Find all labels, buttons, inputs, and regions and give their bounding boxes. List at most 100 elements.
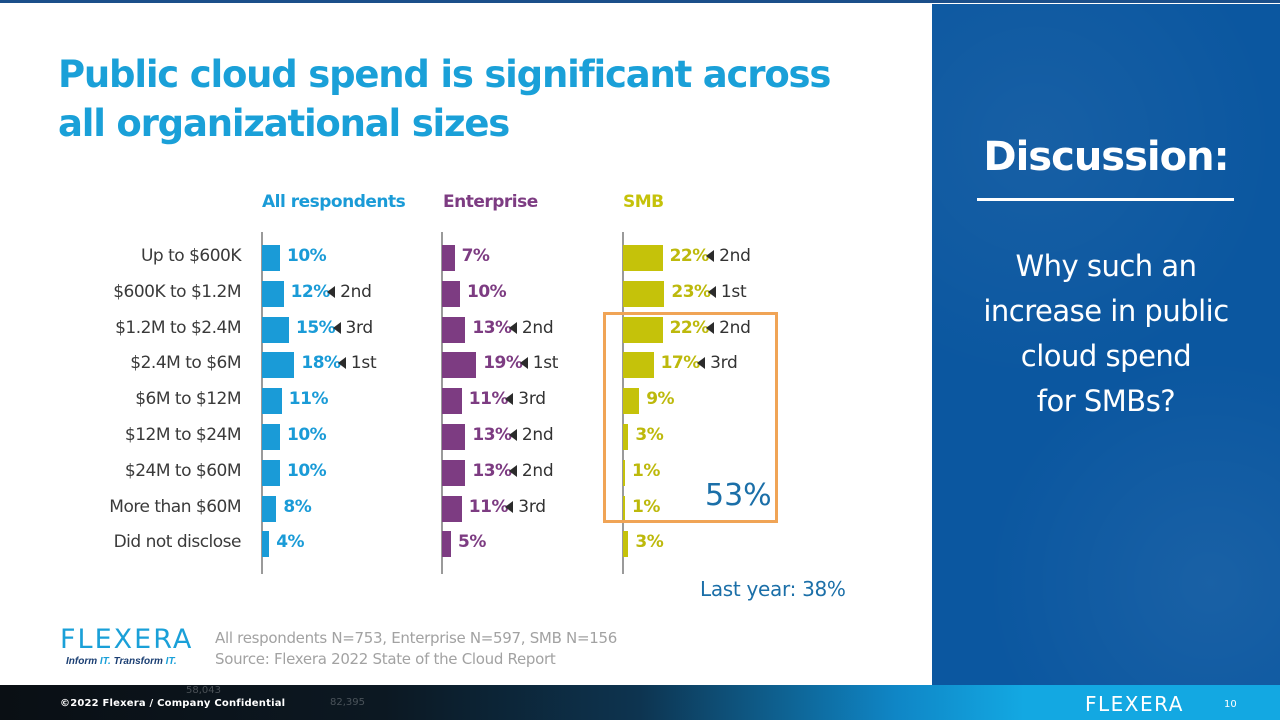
rank-annotation: 3rd	[505, 497, 546, 517]
bar-all-respondents	[262, 459, 280, 486]
slide-title-line-1: Public cloud spend is significant across	[58, 53, 831, 96]
data-label: 13%	[472, 425, 512, 445]
tagline: Inform IT. Transform IT.	[66, 656, 177, 667]
data-label: 22%	[669, 246, 710, 266]
bar-all-respondents	[262, 245, 280, 271]
discussion-line: increase in public	[983, 294, 1229, 328]
rank-label: 1st	[532, 353, 559, 374]
triangle-left-icon	[508, 321, 517, 334]
triangle-left-icon	[505, 393, 514, 406]
bar-enterprise	[442, 495, 462, 522]
data-label: 19%	[483, 353, 523, 374]
rank-label: 1st	[720, 281, 747, 302]
bottom-flexera-logo: FLEXERA	[1085, 692, 1184, 716]
data-label: 22%	[669, 317, 710, 338]
bar-enterprise	[442, 388, 462, 415]
rank-label: 3rd	[710, 353, 738, 374]
axis-line-all-respondents	[261, 232, 263, 574]
triangle-left-icon	[508, 464, 517, 477]
data-label: 3%	[635, 532, 664, 553]
highlight-total: 53%	[705, 478, 772, 513]
bar-enterprise	[442, 424, 466, 450]
category-label: $600K to $1.2M	[113, 281, 241, 302]
bar-all-respondents	[262, 424, 280, 450]
data-label: 3%	[635, 425, 664, 445]
slide-title-line-2: all organizational sizes	[58, 102, 510, 145]
legend-enterprise: Enterprise	[443, 192, 538, 212]
triangle-left-icon	[332, 321, 341, 334]
tagline-highlight: IT.	[99, 656, 111, 667]
legend-smb: SMB	[623, 192, 664, 212]
triangle-left-icon	[508, 429, 517, 441]
data-label: 11%	[468, 496, 509, 517]
category-label: Did not disclose	[113, 532, 242, 553]
rank-label: 2nd	[521, 425, 554, 445]
bar-smb	[623, 352, 654, 379]
bar-smb	[623, 280, 665, 307]
triangle-left-icon	[505, 500, 514, 513]
discussion-line: Why such an	[1015, 249, 1197, 283]
rank-annotation: 1st	[707, 281, 747, 302]
highlight-box	[603, 312, 778, 523]
bar-smb	[623, 495, 625, 522]
rank-annotation: 2nd	[706, 246, 751, 266]
category-label: $6M to $12M	[135, 389, 241, 410]
category-label: $12M to $24M	[124, 425, 242, 445]
rank-label: 2nd	[340, 281, 372, 302]
data-label: 5%	[458, 532, 486, 553]
discussion-line: cloud spend	[1020, 339, 1192, 373]
bar-enterprise	[442, 316, 466, 343]
bar-smb	[623, 459, 625, 486]
rank-label: 1st	[350, 353, 377, 374]
discussion-line: for SMBs?	[1036, 384, 1176, 418]
data-label: 10%	[287, 246, 327, 266]
bar-smb	[623, 245, 663, 271]
data-label: 10%	[467, 281, 507, 302]
discussion-title: Discussion:	[983, 134, 1229, 180]
bar-all-respondents	[262, 316, 289, 343]
category-label: $2.4M to $6M	[130, 353, 241, 374]
last-year-note: Last year: 38%	[700, 577, 846, 601]
data-label: 1%	[632, 496, 660, 517]
bar-all-respondents	[262, 495, 277, 522]
bar-all-respondents	[262, 531, 270, 558]
data-label: 4%	[276, 532, 305, 553]
slide-title: Public cloud spend is significant across…	[58, 50, 898, 148]
rank-annotation: 2nd	[508, 461, 554, 481]
rank-annotation: 1st	[519, 353, 559, 374]
rank-annotation: 1st	[337, 353, 377, 374]
category-label: More than $60M	[109, 496, 241, 517]
bar-enterprise	[442, 352, 477, 379]
triangle-left-icon	[697, 357, 706, 370]
copyright: ©2022 Flexera / Company Confidential	[60, 698, 286, 709]
rank-annotation: 2nd	[706, 317, 751, 338]
rank-annotation: 2nd	[508, 425, 554, 445]
rank-annotation: 3rd	[505, 389, 546, 410]
data-label: 13%	[472, 317, 512, 338]
data-label: 8%	[283, 496, 312, 517]
rank-label: 3rd	[518, 389, 546, 410]
sample-sizes: All respondents N=753, Enterprise N=597,…	[215, 629, 617, 647]
rank-annotation: 2nd	[327, 281, 372, 302]
bar-smb	[623, 316, 663, 343]
bar-enterprise	[442, 245, 455, 271]
data-label: 1%	[632, 460, 660, 481]
rank-label: 2nd	[719, 317, 751, 338]
top-rule	[0, 0, 1280, 3]
category-label: $1.2M to $2.4M	[115, 317, 241, 338]
tagline-text: Transform	[110, 656, 166, 667]
data-label: 12%	[290, 281, 331, 302]
data-label: 7%	[461, 246, 490, 266]
bar-enterprise	[442, 459, 466, 486]
source-note: All respondents N=753, Enterprise N=597,…	[215, 628, 617, 670]
triangle-left-icon	[337, 357, 346, 370]
bar-all-respondents	[262, 280, 284, 307]
axis-line-enterprise	[441, 232, 443, 574]
rank-annotation: 2nd	[508, 318, 554, 338]
background-number: 58,043	[186, 685, 221, 696]
bar-all-respondents	[262, 352, 295, 379]
bar-enterprise	[442, 280, 460, 307]
rank-annotation: 3rd	[332, 318, 373, 338]
triangle-left-icon	[707, 285, 716, 298]
source-citation: Source: Flexera 2022 State of the Cloud …	[215, 650, 556, 668]
